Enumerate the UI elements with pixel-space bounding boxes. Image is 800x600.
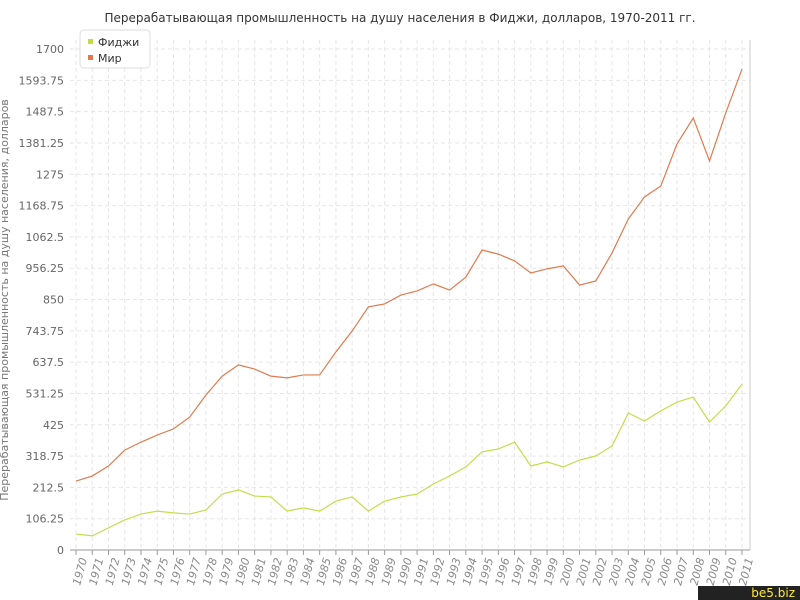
y-axis-title: Перерабатывающая промышленность на душу … — [0, 99, 11, 501]
y-tick-label: 318.75 — [26, 450, 65, 463]
plot-bg — [70, 40, 750, 550]
y-tick-label: 425 — [43, 419, 64, 432]
y-tick-label: 531.25 — [26, 387, 65, 400]
y-tick-label: 956.25 — [26, 262, 65, 275]
y-tick-label: 1062.5 — [26, 231, 65, 244]
watermark-bg — [698, 586, 800, 600]
y-tick-label: 1381.25 — [19, 137, 65, 150]
legend-label: Фиджи — [98, 36, 139, 49]
y-tick-label: 106.25 — [26, 513, 65, 526]
y-tick-label: 0 — [57, 544, 64, 557]
y-tick-label: 1168.75 — [19, 200, 65, 213]
legend-label: Мир — [98, 52, 122, 65]
legend-swatch — [88, 55, 93, 60]
y-tick-label: 637.5 — [33, 356, 65, 369]
y-tick-label: 1700 — [36, 43, 64, 56]
watermark: be5.biz — [751, 586, 795, 600]
series-line — [75, 383, 743, 537]
y-tick-label: 743.75 — [26, 325, 65, 338]
y-tick-label: 1487.5 — [26, 106, 65, 119]
y-tick-label: 212.5 — [33, 481, 65, 494]
chart-title: Перерабатывающая промышленность на душу … — [104, 11, 695, 25]
legend-swatch — [88, 39, 93, 44]
y-tick-label: 1275 — [36, 168, 64, 181]
legend-box — [79, 29, 151, 69]
series-line — [75, 68, 743, 482]
y-tick-label: 850 — [43, 294, 64, 307]
y-tick-label: 1593.75 — [19, 74, 65, 87]
